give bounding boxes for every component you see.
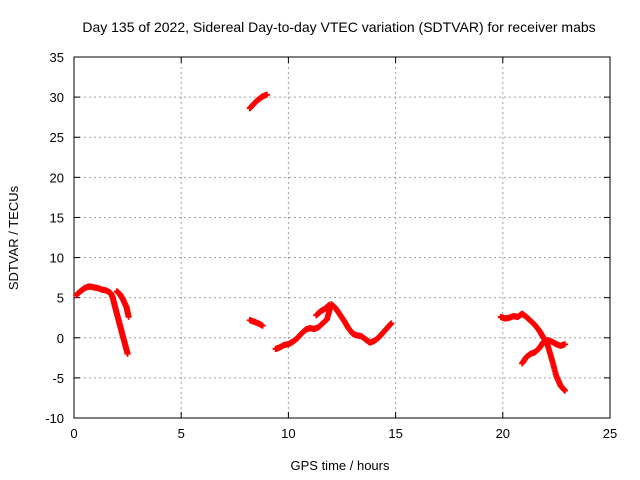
y-tick-label: 0 [57,331,64,346]
x-tick-label: 0 [70,426,77,441]
y-tick-label: 10 [50,251,64,266]
data-point [259,322,266,329]
y-tick-label: 15 [50,210,64,225]
x-tick-label: 25 [603,426,617,441]
data-points [73,91,568,394]
x-tick-label: 10 [281,426,295,441]
plot-frame [73,56,611,419]
grid [74,57,610,418]
data-point [561,341,568,348]
chart-title: Day 135 of 2022, Sidereal Day-to-day VTE… [82,19,595,35]
x-tick-label: 20 [496,426,510,441]
data-point [326,301,333,308]
data-point [124,350,131,357]
data-point [263,91,270,98]
axis-ticks: 0 5 10 15 20 25 -10 -5 0 5 10 15 20 25 30 35 [45,50,617,441]
y-tick-label: 35 [50,50,64,65]
y-tick-label: -5 [52,371,64,386]
y-tick-label: 20 [50,170,64,185]
x-tick-label: 15 [388,426,402,441]
y-tick-label: 5 [57,291,64,306]
data-point [125,313,132,320]
y-axis-label: SDTVAR / TECUs [6,185,21,290]
data-point [388,320,395,327]
data-point [561,387,568,394]
x-tick-label: 5 [178,426,185,441]
y-tick-label: -10 [45,411,64,426]
y-tick-label: 30 [50,90,64,105]
y-tick-label: 25 [50,130,64,145]
x-axis-label: GPS time / hours [291,458,390,473]
